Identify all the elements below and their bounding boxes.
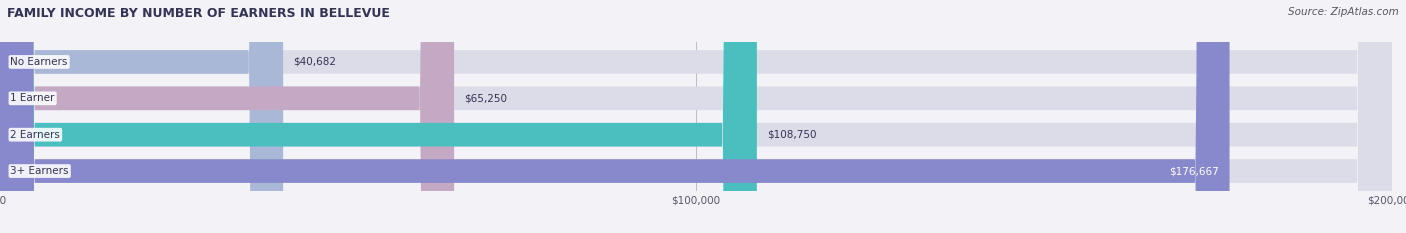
Text: 2 Earners: 2 Earners [10, 130, 60, 140]
Text: 1 Earner: 1 Earner [10, 93, 55, 103]
FancyBboxPatch shape [0, 0, 756, 233]
FancyBboxPatch shape [0, 0, 454, 233]
FancyBboxPatch shape [0, 0, 283, 233]
Text: FAMILY INCOME BY NUMBER OF EARNERS IN BELLEVUE: FAMILY INCOME BY NUMBER OF EARNERS IN BE… [7, 7, 389, 20]
Text: $40,682: $40,682 [294, 57, 336, 67]
Text: $176,667: $176,667 [1170, 166, 1219, 176]
Text: 3+ Earners: 3+ Earners [10, 166, 69, 176]
Text: $65,250: $65,250 [464, 93, 508, 103]
Text: Source: ZipAtlas.com: Source: ZipAtlas.com [1288, 7, 1399, 17]
Text: $108,750: $108,750 [768, 130, 817, 140]
Text: No Earners: No Earners [10, 57, 67, 67]
FancyBboxPatch shape [0, 0, 1230, 233]
